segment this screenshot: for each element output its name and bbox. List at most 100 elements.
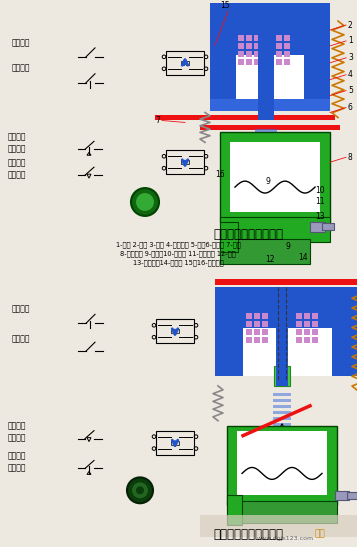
Bar bbox=[238, 35, 244, 41]
Bar bbox=[284, 43, 290, 49]
Bar bbox=[273, 435, 291, 438]
Bar bbox=[255, 159, 277, 162]
Text: 7: 7 bbox=[155, 116, 160, 125]
Bar bbox=[156, 319, 194, 343]
Bar bbox=[296, 337, 302, 343]
Text: 1: 1 bbox=[348, 37, 353, 45]
Bar bbox=[276, 296, 288, 386]
Bar bbox=[246, 43, 252, 49]
Bar bbox=[284, 59, 290, 65]
Bar bbox=[210, 55, 236, 103]
Bar bbox=[312, 337, 318, 343]
Bar bbox=[215, 287, 357, 331]
Bar bbox=[260, 55, 268, 101]
Bar bbox=[238, 43, 244, 49]
Bar bbox=[332, 328, 357, 376]
Bar bbox=[254, 313, 260, 319]
Bar bbox=[246, 313, 252, 319]
Bar bbox=[176, 441, 179, 445]
Circle shape bbox=[127, 478, 153, 503]
Bar bbox=[255, 147, 277, 150]
Bar bbox=[273, 417, 291, 420]
Bar bbox=[171, 441, 174, 445]
Text: 断电延时型时间继电器: 断电延时型时间继电器 bbox=[213, 528, 283, 541]
Bar bbox=[227, 426, 337, 505]
Bar bbox=[255, 153, 277, 156]
Bar bbox=[268, 51, 274, 57]
Text: 14: 14 bbox=[298, 253, 308, 261]
Bar bbox=[312, 313, 318, 319]
Bar bbox=[181, 160, 184, 164]
Text: 常闭触头: 常闭触头 bbox=[8, 144, 26, 153]
Text: 瞬动常闭: 瞬动常闭 bbox=[12, 64, 30, 73]
Bar bbox=[200, 515, 357, 537]
Text: 瞬动常开: 瞬动常开 bbox=[12, 334, 30, 343]
Bar bbox=[304, 313, 310, 319]
Bar bbox=[220, 132, 330, 222]
Text: 常闭触头: 常闭触头 bbox=[8, 463, 26, 473]
Text: 1-线圈 2-铁心 3-衔铁 4-反力弹簧 5-推板6-活莫杠 7-杠杠
8-塔形弹簧 9-劲弹簧10-橡皮膜 11-空气室壁 12-活塞
13-调节螺杠14-: 1-线圈 2-铁心 3-衔铁 4-反力弹簧 5-推板6-活莫杠 7-杠杠 8-塔… bbox=[116, 242, 240, 266]
Bar bbox=[304, 329, 310, 335]
Bar bbox=[268, 59, 274, 65]
Bar bbox=[276, 59, 282, 65]
Bar bbox=[255, 171, 277, 174]
Bar bbox=[246, 321, 252, 327]
Circle shape bbox=[136, 193, 154, 211]
Bar bbox=[273, 405, 291, 408]
Bar bbox=[268, 43, 274, 49]
Bar bbox=[236, 55, 304, 101]
Bar bbox=[220, 239, 310, 264]
Text: 5: 5 bbox=[348, 86, 353, 95]
Text: 瞬动常开: 瞬动常开 bbox=[12, 38, 30, 47]
Bar bbox=[254, 329, 260, 335]
Bar bbox=[262, 313, 268, 319]
Bar bbox=[237, 430, 327, 495]
Bar bbox=[246, 35, 252, 41]
Bar bbox=[276, 35, 282, 41]
Bar bbox=[171, 329, 174, 333]
Bar bbox=[186, 61, 189, 65]
Bar bbox=[262, 329, 268, 335]
Bar bbox=[243, 328, 332, 376]
Text: 9: 9 bbox=[285, 242, 290, 251]
Text: 延时闭合: 延时闭合 bbox=[8, 158, 26, 167]
Bar bbox=[215, 278, 357, 284]
Bar bbox=[304, 321, 310, 327]
Text: 瞬动常闭: 瞬动常闭 bbox=[12, 304, 30, 313]
Bar bbox=[156, 430, 194, 455]
Bar bbox=[273, 399, 291, 402]
Bar bbox=[276, 51, 282, 57]
Bar bbox=[176, 329, 179, 333]
Bar bbox=[238, 59, 244, 65]
Bar bbox=[274, 366, 290, 386]
Bar bbox=[255, 165, 277, 168]
Bar bbox=[310, 222, 325, 232]
Bar bbox=[273, 411, 291, 414]
Bar bbox=[255, 177, 277, 180]
Bar bbox=[262, 337, 268, 343]
Text: 8: 8 bbox=[348, 153, 353, 162]
Bar bbox=[273, 441, 291, 444]
Bar bbox=[155, 114, 335, 120]
Bar bbox=[220, 222, 238, 252]
Bar bbox=[246, 51, 252, 57]
Bar bbox=[273, 423, 291, 426]
Circle shape bbox=[132, 482, 148, 498]
Bar bbox=[254, 35, 260, 41]
Bar bbox=[284, 51, 290, 57]
Bar bbox=[254, 59, 260, 65]
Text: www.dgjs123.com: www.dgjs123.com bbox=[256, 536, 313, 541]
Text: 10: 10 bbox=[315, 185, 325, 195]
Bar bbox=[246, 329, 252, 335]
Text: 2: 2 bbox=[348, 21, 353, 30]
Bar bbox=[296, 321, 302, 327]
Bar bbox=[220, 217, 330, 242]
Bar bbox=[254, 51, 260, 57]
Bar bbox=[255, 183, 277, 186]
Bar bbox=[254, 337, 260, 343]
Bar bbox=[210, 3, 330, 18]
Bar bbox=[238, 51, 244, 57]
Text: 常开触头: 常开触头 bbox=[8, 170, 26, 179]
Bar bbox=[258, 21, 274, 120]
Circle shape bbox=[136, 486, 144, 494]
